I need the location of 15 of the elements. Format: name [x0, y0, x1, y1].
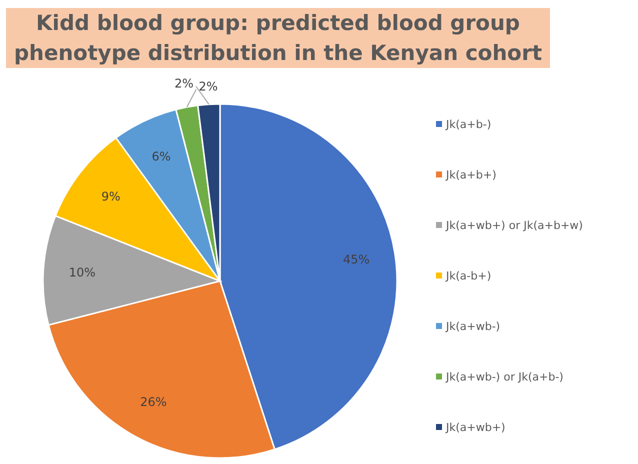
legend-label: Jk(a+b-) [445, 118, 492, 131]
legend-label: Jk(a+b+) [445, 168, 496, 182]
data-label: 9% [101, 190, 120, 204]
legend-label: Jk(a+wb+) [445, 420, 506, 434]
legend-label: Jk(a+wb+) or Jk(a+b+w) [445, 218, 583, 232]
data-label: 2% [198, 80, 218, 94]
data-label: 45% [343, 252, 370, 267]
legend-label: Jk(a-b+) [445, 269, 492, 282]
data-label: 6% [152, 149, 171, 164]
legend-label: Jk(a+wb-) [445, 320, 500, 333]
data-label: 26% [140, 395, 167, 410]
chart-title: Kidd blood group: predicted blood group phenotype distribution in the Kenyan cohort [14, 11, 542, 65]
legend-label: Jk(a+wb-) or Jk(a+b-) [445, 370, 564, 384]
data-label: 10% [68, 266, 96, 280]
data-label: 2% [174, 76, 194, 91]
